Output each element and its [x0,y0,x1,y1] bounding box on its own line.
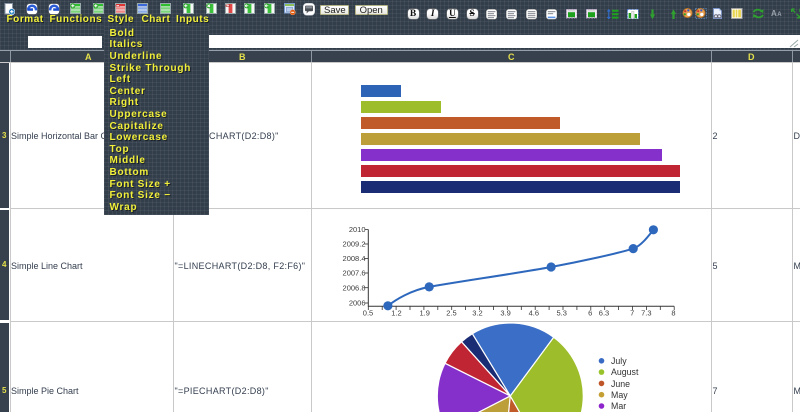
svg-text:0.5: 0.5 [363,309,373,318]
svg-text:6: 6 [588,309,592,318]
svg-text:5.3: 5.3 [556,309,566,318]
svg-text:2.5: 2.5 [446,309,456,318]
svg-text:7.3: 7.3 [641,309,651,318]
svg-text:2009.2: 2009.2 [343,240,366,249]
svg-text:4.6: 4.6 [529,309,539,318]
svg-text:6.3: 6.3 [599,309,609,318]
svg-text:7: 7 [630,309,634,318]
svg-text:2006.8: 2006.8 [343,283,366,292]
svg-text:2006: 2006 [349,299,366,308]
svg-text:1.9: 1.9 [419,309,429,318]
svg-text:1.2: 1.2 [391,309,401,318]
svg-text:2010: 2010 [349,225,366,234]
svg-text:2007.6: 2007.6 [343,269,366,278]
svg-text:2008.4: 2008.4 [343,254,366,263]
svg-text:8: 8 [671,309,675,318]
svg-text:3.2: 3.2 [472,309,482,318]
svg-text:3.9: 3.9 [500,309,510,318]
